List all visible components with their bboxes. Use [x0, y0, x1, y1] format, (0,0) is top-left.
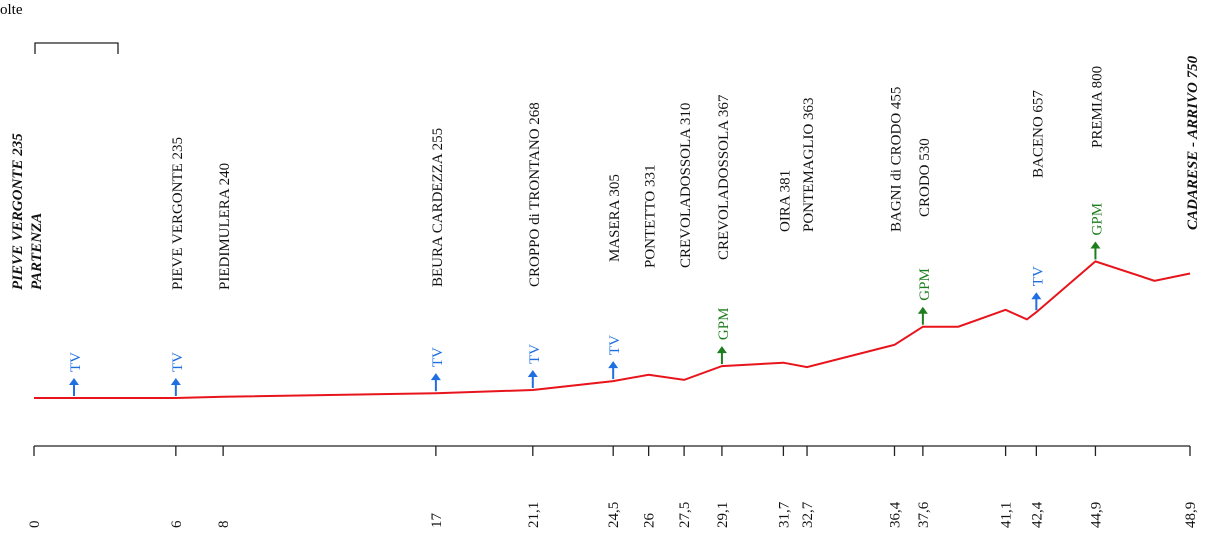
plot-area — [34, 260, 1191, 399]
place-label: CROPPO di TRONTANO 268 — [527, 102, 543, 287]
tv-label: TV — [68, 352, 84, 372]
tv-label: TV — [607, 335, 623, 355]
x-tick-label: 8 — [216, 521, 232, 529]
x-tick-label: 37,6 — [916, 501, 932, 528]
place-label: MASERA 305 — [607, 174, 623, 262]
place-label: OIRA 381 — [777, 170, 793, 232]
marker-arrow-head — [716, 346, 727, 354]
x-tick-label: 44,9 — [1088, 502, 1104, 528]
tv-label: TV — [170, 352, 186, 372]
gpm-label: GPM — [1089, 203, 1105, 236]
x-tick-label: 32,7 — [800, 501, 816, 528]
place-label: PIEDIMULERA 240 — [217, 163, 233, 290]
place-label: CRODO 530 — [917, 138, 933, 217]
tv-label: TV — [527, 344, 543, 364]
place-label: PONTEMAGLIO 363 — [801, 97, 817, 232]
x-tick-label: 17 — [429, 513, 445, 529]
x-tick-label: 0 — [27, 521, 43, 529]
start-label-partenza: PARTENZA — [29, 213, 45, 290]
x-tick-label: 41,1 — [999, 502, 1015, 528]
marker-arrow-head — [608, 361, 619, 369]
x-tick-label: 42,4 — [1029, 501, 1045, 528]
tv-label: TV — [430, 347, 446, 367]
x-tick-label: 26 — [642, 513, 658, 529]
gpm-label: GPM — [917, 268, 933, 301]
place-label: BACENO 657 — [1030, 90, 1046, 178]
place-label: CREVOLADOSSOLA 310 — [678, 103, 694, 268]
x-tick-label: 36,4 — [887, 501, 903, 528]
gpm-label: GPM — [716, 308, 732, 341]
marker-arrow-head — [430, 373, 441, 381]
marker-arrow-head — [917, 306, 928, 314]
x-axis: 0 6 8 17 21,1 24,5 26 27,5 29,1 31,7 32,7 36,4 37,6 4… — [27, 445, 1199, 529]
marker-arrow-head — [1090, 241, 1101, 249]
marker-arrow-head — [527, 370, 538, 378]
place-label: BEURA CARDEZZA 255 — [430, 128, 446, 287]
x-tick-label: 29,1 — [715, 502, 731, 528]
x-tick-label: 31,7 — [776, 501, 792, 528]
x-tick-label: 6 — [169, 520, 185, 528]
marker-arrow-head — [69, 378, 79, 385]
x-tick-label: 21,1 — [526, 502, 542, 528]
place-label: CREVOLADOSSOLA 367 — [716, 94, 732, 260]
place-label: PIEVE VERGONTE 235 — [170, 137, 186, 290]
x-tick-label: 24,5 — [606, 502, 622, 528]
x-tick-label: 48,9 — [1183, 502, 1199, 528]
place-label: BAGNI di CRODO 455 — [888, 87, 904, 232]
place-label: PONTETTO 331 — [643, 165, 659, 268]
tv-label: TV — [1030, 266, 1046, 286]
start-label: PIEVE VERGONTE 235 — [10, 133, 26, 290]
marker-arrow-head — [170, 378, 181, 385]
elevation-profile-line — [34, 260, 1191, 399]
place-label: PREMIA 800 — [1089, 66, 1105, 148]
finish-label: CADARESE - ARRIVO 750 — [1185, 55, 1201, 230]
markers: TV TV TV TV TV GPM GPM TV GPM — [68, 203, 1105, 396]
x-tick-label: 27,5 — [677, 502, 693, 528]
corner-note: olte — [0, 2, 23, 18]
marker-arrow-head — [1031, 292, 1042, 300]
start-bracket — [34, 42, 119, 54]
